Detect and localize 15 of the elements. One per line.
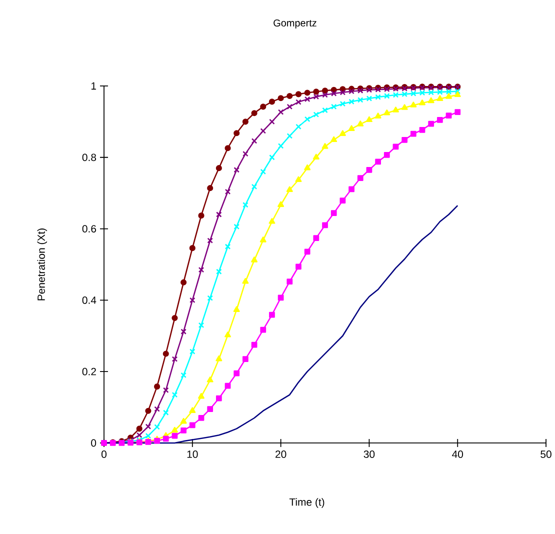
y-tick-label: 1 (91, 82, 96, 90)
chart-title: Gompertz (274, 19, 316, 28)
x-tick-label: 50 (540, 450, 552, 458)
y-tick-label: 0 (91, 439, 96, 447)
y-tick-label: 0.4 (82, 296, 96, 304)
x-tick-label: 40 (452, 450, 464, 458)
y-tick-label: 0.6 (82, 225, 96, 232)
y-tick-label: 0.8 (82, 154, 96, 162)
y-axis-title: Penetration (Xt) (37, 228, 48, 300)
x-axis-title: Time (t) (289, 498, 324, 508)
y-tick-label: 0.2 (82, 368, 96, 376)
x-tick-label: 10 (187, 450, 198, 458)
x-tick-label: 0 (102, 450, 107, 458)
x-tick-label: 20 (276, 450, 286, 458)
x-tick-label: 30 (364, 450, 375, 458)
